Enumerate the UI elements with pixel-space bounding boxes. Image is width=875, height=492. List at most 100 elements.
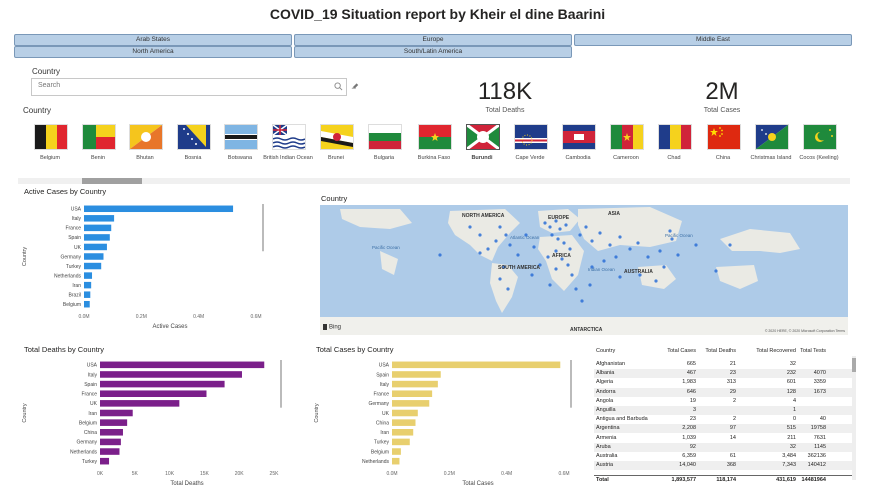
total_deaths-bar[interactable]	[100, 380, 225, 388]
map-country-dot[interactable]	[658, 249, 662, 253]
flag-bulgaria[interactable]	[368, 124, 402, 150]
country-search-input[interactable]: Search	[31, 78, 347, 96]
total_deaths-bar[interactable]	[100, 361, 265, 369]
map-country-dot[interactable]	[502, 265, 506, 269]
map-country-dot[interactable]	[566, 263, 570, 267]
flag-label-bhutan[interactable]: Bhutan	[136, 155, 154, 161]
total_cases-bar[interactable]	[392, 448, 401, 455]
total_cases-chart-scrollbar[interactable]	[570, 360, 572, 408]
map-country-dot[interactable]	[498, 225, 502, 229]
map-country-dot[interactable]	[580, 299, 584, 303]
map-country-dot[interactable]	[486, 247, 490, 251]
table-row[interactable]: Angola 19 2 4	[594, 396, 854, 406]
map-country-dot[interactable]	[676, 253, 680, 257]
map-country-dot[interactable]	[478, 251, 482, 255]
flag-label-burundi[interactable]: Burundi	[471, 155, 493, 161]
flag-label-christmas-island[interactable]: Christmas Island	[750, 155, 792, 161]
table-row[interactable]: Andorra 646 29 128 1673	[594, 387, 854, 397]
flag-burkina-faso[interactable]	[418, 124, 452, 150]
region-button-middle-east[interactable]: Middle East	[574, 34, 852, 46]
region-button-arab-states[interactable]: Arab States	[14, 34, 292, 46]
active_cases-bar[interactable]	[84, 224, 112, 232]
flag-label-burkina-faso[interactable]: Burkina Faso	[417, 155, 451, 161]
map-country-dot[interactable]	[504, 233, 508, 237]
map-country-dot[interactable]	[590, 265, 594, 269]
total_cases-bar[interactable]	[392, 361, 561, 369]
flag-benin[interactable]	[82, 124, 116, 150]
total_deaths-bar[interactable]	[100, 448, 120, 455]
map-country-dot[interactable]	[662, 265, 666, 269]
total_cases-bar[interactable]	[392, 428, 414, 436]
active_cases-bar[interactable]	[84, 253, 104, 260]
map-country-dot[interactable]	[638, 273, 642, 277]
active_cases-bar[interactable]	[84, 205, 234, 213]
table-row[interactable]: Aruba 92 32 1145	[594, 442, 854, 452]
flag-botswana[interactable]	[224, 124, 258, 150]
table-row[interactable]: Anguilla 3 1	[594, 406, 854, 415]
flag-label-cocos-keeling-[interactable]: Cocos (Keeling)	[799, 155, 839, 161]
flag-cambodia[interactable]	[562, 124, 596, 150]
total_deaths-bar[interactable]	[100, 457, 110, 465]
country-map[interactable]: NORTH AMERICA EUROPE ASIA SOUTH AMERICA …	[320, 205, 848, 335]
total_deaths-bar[interactable]	[100, 438, 121, 446]
flag-label-bulgaria[interactable]: Bulgaria	[373, 155, 395, 161]
total_cases-bar[interactable]	[392, 409, 418, 417]
flag-cape-verde[interactable]	[514, 124, 548, 150]
region-button-north-america[interactable]: North America	[14, 46, 292, 58]
table-scrollbar[interactable]	[852, 356, 856, 480]
flag-christmas-island[interactable]	[755, 124, 789, 150]
map-country-dot[interactable]	[618, 275, 622, 279]
total_cases-bar[interactable]	[392, 380, 438, 388]
map-country-dot[interactable]	[554, 267, 558, 271]
active_cases-bar[interactable]	[84, 281, 92, 289]
active_cases-chart-scrollbar[interactable]	[262, 204, 264, 252]
map-country-dot[interactable]	[543, 221, 547, 225]
flag-cocos-keeling[interactable]	[803, 124, 837, 150]
country-stats-table[interactable]: Country Total Cases Total Deaths Total Reco…	[594, 345, 854, 487]
eraser-icon[interactable]	[351, 81, 359, 89]
region-button-europe[interactable]: Europe	[294, 34, 572, 46]
map-country-dot[interactable]	[554, 219, 558, 223]
map-country-dot[interactable]	[628, 247, 632, 251]
total_cases-bar[interactable]	[392, 457, 400, 465]
flag-label-bosnia[interactable]: Bosnia	[184, 155, 202, 161]
map-country-dot[interactable]	[538, 263, 542, 267]
map-country-dot[interactable]	[532, 245, 536, 249]
map-country-dot[interactable]	[574, 287, 578, 291]
flag-label-china[interactable]: China	[715, 155, 731, 161]
table-row[interactable]: Algeria 1,983 313 601 3359	[594, 378, 854, 388]
total_cases-bar[interactable]	[392, 419, 416, 426]
map-country-dot[interactable]	[654, 279, 658, 283]
map-country-dot[interactable]	[494, 239, 498, 243]
flag-label-cape-verde[interactable]: Cape Verde	[515, 155, 545, 161]
map-country-dot[interactable]	[618, 235, 622, 239]
total_deaths-bar[interactable]	[100, 390, 207, 398]
total_cases-bar[interactable]	[392, 390, 433, 398]
map-country-dot[interactable]	[598, 231, 602, 235]
flag-label-cameroon[interactable]: Cameroon	[613, 155, 639, 161]
flag-label-belgium[interactable]: Belgium	[40, 155, 60, 161]
map-country-dot[interactable]	[498, 277, 502, 281]
map-country-dot[interactable]	[554, 249, 558, 253]
active_cases-bar[interactable]	[84, 272, 93, 279]
flag-label-british-indian-ocean[interactable]: British Indian Ocean	[263, 155, 313, 161]
flag-british-indian-ocean[interactable]	[272, 124, 306, 150]
table-row[interactable]: Armenia 1,039 14 211 7631	[594, 433, 854, 443]
flag-slicer-scrollbar[interactable]	[18, 178, 850, 184]
flag-label-botswana[interactable]: Botswana	[227, 155, 253, 161]
map-country-dot[interactable]	[608, 243, 612, 247]
flag-label-benin[interactable]: Benin	[90, 155, 106, 161]
table-row[interactable]: Australia 6,359 61 3,484 362136	[594, 452, 854, 461]
table-row[interactable]: Afghanistan 665 21 32	[594, 360, 854, 369]
map-country-dot[interactable]	[516, 253, 520, 257]
map-country-dot[interactable]	[558, 227, 562, 231]
active_cases-bar[interactable]	[84, 234, 110, 241]
flag-label-chad[interactable]: Chad	[667, 155, 681, 161]
table-row[interactable]: Argentina 2,208 97 515 19758	[594, 424, 854, 434]
total_deaths-bar[interactable]	[100, 409, 133, 417]
map-country-dot[interactable]	[694, 243, 698, 247]
map-country-dot[interactable]	[508, 243, 512, 247]
map-country-dot[interactable]	[588, 283, 592, 287]
total_cases-bar[interactable]	[392, 438, 410, 446]
table-row[interactable]: Antigua and Barbuda 23 2 0 40	[594, 415, 854, 425]
